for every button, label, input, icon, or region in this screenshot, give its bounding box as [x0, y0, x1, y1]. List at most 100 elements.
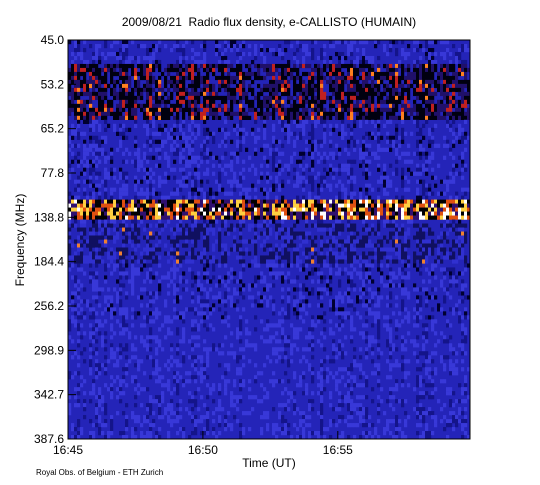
spectrogram-cell: [386, 83, 390, 89]
spectrogram-cell: [440, 75, 444, 81]
spectrogram-cell: [95, 67, 99, 73]
spectrogram-cell: [239, 287, 243, 292]
spectrogram-cell: [230, 75, 234, 81]
spectrogram-cell: [437, 99, 441, 105]
spectrogram-cell: [323, 203, 327, 208]
spectrogram-cell: [395, 71, 399, 77]
spectrogram-cell: [428, 107, 432, 113]
spectrogram-cell: [461, 231, 465, 236]
spectrogram-cell: [278, 139, 282, 144]
spectrogram-cell: [443, 63, 447, 69]
spectrogram-cell: [377, 99, 381, 105]
spectrogram-cell: [158, 40, 162, 45]
spectrogram-cell: [95, 171, 99, 176]
spectrogram-cell: [71, 91, 75, 97]
spectrogram-cell: [389, 63, 393, 69]
spectrogram-cell: [395, 63, 399, 69]
spectrogram-cell: [287, 215, 291, 220]
spectrogram-cell: [365, 159, 369, 164]
spectrogram-cell: [173, 287, 177, 292]
spectrogram-cell: [143, 255, 147, 260]
spectrogram-cell: [404, 55, 408, 61]
spectrogram-cell: [149, 67, 153, 73]
spectrogram-cell: [428, 51, 432, 57]
spectrogram-cell: [233, 239, 237, 244]
spectrogram-cell: [80, 71, 84, 77]
spectrogram-cell: [80, 299, 84, 304]
spectrogram-cell: [374, 303, 378, 308]
spectrogram-cell: [224, 283, 228, 288]
spectrogram-cell: [341, 199, 345, 204]
spectrogram-cell: [374, 211, 378, 216]
spectrogram-cell: [410, 215, 414, 220]
spectrogram-cell: [182, 279, 186, 284]
spectrogram-cell: [377, 255, 381, 260]
spectrogram-cell: [383, 207, 387, 212]
spectrogram-cell: [293, 107, 297, 113]
spectrogram-cell: [422, 279, 426, 284]
spectrogram-cell: [239, 71, 243, 77]
spectrogram-cell: [191, 251, 195, 256]
spectrogram-cell: [80, 255, 84, 260]
spectrogram-cell: [311, 175, 315, 180]
spectrogram-cell: [119, 115, 123, 120]
spectrogram-cell: [428, 75, 432, 81]
spectrogram-cell: [71, 263, 75, 268]
spectrogram-cell: [107, 107, 111, 113]
spectrogram-cell: [422, 239, 426, 244]
spectrogram-cell: [338, 279, 342, 284]
spectrogram-cell: [173, 175, 177, 180]
spectrogram-cell: [215, 51, 219, 57]
spectrogram-cell: [290, 115, 294, 120]
spectrogram-cell: [185, 99, 189, 105]
spectrogram-cell: [80, 247, 84, 252]
spectrogram-cell: [80, 171, 84, 176]
spectrogram-cell: [341, 203, 345, 208]
spectrogram-cell: [380, 279, 384, 284]
spectrogram-cell: [92, 235, 96, 240]
spectrogram-cell: [263, 67, 267, 73]
spectrogram-cell: [401, 83, 405, 89]
spectrogram-cell: [323, 183, 327, 188]
spectrogram-cell: [161, 199, 165, 204]
spectrogram-cell: [143, 279, 147, 284]
spectrogram-cell: [128, 207, 132, 212]
spectrogram-cell: [254, 203, 258, 208]
spectrogram-cell: [335, 271, 339, 276]
spectrogram-cell: [113, 167, 117, 172]
spectrogram-cell: [311, 179, 315, 184]
spectrogram-cell: [134, 271, 138, 276]
spectrogram-cell: [395, 103, 399, 109]
spectrogram-cell: [296, 287, 300, 292]
spectrogram-cell: [287, 167, 291, 172]
spectrogram-cell: [68, 71, 72, 77]
spectrogram-cell: [338, 55, 342, 61]
spectrogram-cell: [224, 243, 228, 248]
spectrogram-cell: [119, 87, 123, 93]
spectrogram-cell: [104, 299, 108, 304]
spectrogram-cell: [98, 147, 102, 152]
spectrogram-cell: [377, 111, 381, 117]
spectrogram-cell: [272, 79, 276, 85]
spectrogram-cell: [131, 287, 135, 292]
spectrogram-cell: [257, 215, 261, 220]
spectrogram-cell: [320, 303, 324, 308]
spectrogram-cell: [239, 231, 243, 236]
spectrogram-cell: [263, 119, 267, 124]
spectrogram-cell: [125, 235, 129, 240]
spectrogram-cell: [98, 219, 102, 224]
spectrogram-cell: [461, 71, 465, 77]
spectrogram-cell: [443, 135, 447, 140]
spectrogram-cell: [185, 279, 189, 284]
spectrogram-cell: [356, 47, 360, 53]
spectrogram-cell: [254, 239, 258, 244]
spectrogram-cell: [239, 55, 243, 61]
spectrogram-cell: [314, 123, 318, 128]
spectrogram-cell: [125, 51, 129, 57]
spectrogram-cell: [92, 215, 96, 220]
spectrogram-cell: [89, 251, 93, 256]
spectrogram-cell: [242, 251, 246, 256]
spectrogram-cell: [182, 215, 186, 220]
spectrogram-cell: [281, 71, 285, 77]
spectrogram-cell: [155, 207, 159, 212]
